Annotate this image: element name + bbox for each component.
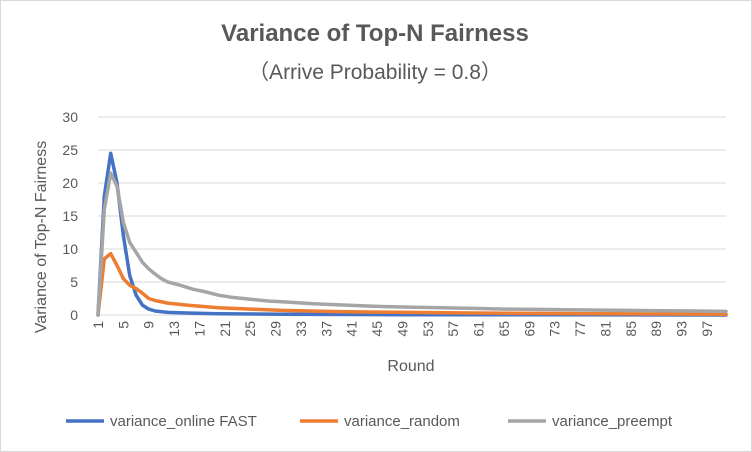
x-tick-label: 21 — [217, 321, 233, 337]
legend: variance_online FAST variance_random varia… — [66, 413, 673, 430]
series-line-1 — [96, 251, 728, 317]
y-tick-label: 5 — [70, 274, 78, 290]
x-tick-label: 25 — [242, 321, 258, 337]
y-axis-title: Variance of Top-N Fairness — [33, 141, 50, 333]
x-tick-label: 77 — [572, 321, 588, 337]
x-tick-label: 13 — [166, 321, 182, 337]
x-tick-label: 1 — [90, 321, 106, 329]
x-tick-label: 37 — [318, 321, 334, 337]
x-tick-label: 97 — [699, 321, 715, 337]
legend-label: variance_online FAST — [110, 413, 257, 430]
y-tick-label: 30 — [62, 109, 78, 125]
y-tick-labels: 0 5 10 15 20 25 30 — [62, 109, 78, 323]
legend-label: variance_random — [344, 413, 460, 430]
x-tick-label: 85 — [623, 321, 639, 337]
x-tick-label: 65 — [496, 321, 512, 337]
series-lines — [96, 151, 728, 317]
y-tick-label: 15 — [62, 208, 78, 224]
x-tick-label: 73 — [547, 321, 563, 337]
legend-label: variance_preempt — [552, 413, 673, 430]
x-tick-label: 33 — [293, 321, 309, 337]
gridlines — [98, 116, 726, 316]
chart-title: Variance of Top-N Fairness — [221, 20, 529, 47]
x-tick-labels: 1 5 9 13 17 21 25 29 33 37 41 45 49 53 57 61 65 69 73 77 81 8… — [90, 321, 715, 337]
y-tick-label: 10 — [62, 241, 78, 257]
x-axis-title: Round — [387, 358, 434, 375]
x-tick-label: 9 — [141, 321, 157, 329]
x-tick-label: 49 — [394, 321, 410, 337]
x-tick-label: 17 — [191, 321, 207, 337]
x-tick-label: 53 — [420, 321, 436, 337]
y-tick-label: 25 — [62, 142, 78, 158]
y-tick-label: 0 — [70, 307, 78, 323]
series-line-0 — [96, 151, 728, 317]
x-tick-label: 41 — [344, 321, 360, 337]
x-tick-label: 5 — [115, 321, 131, 329]
y-tick-label: 20 — [62, 175, 78, 191]
x-tick-label: 45 — [369, 321, 385, 337]
x-tick-label: 57 — [445, 321, 461, 337]
x-tick-label: 81 — [597, 321, 613, 337]
chart-subtitle: （Arrive Probability = 0.8） — [248, 61, 502, 84]
x-tick-label: 93 — [674, 321, 690, 337]
x-tick-label: 89 — [648, 321, 664, 337]
series-line-2 — [96, 171, 728, 317]
x-tick-label: 61 — [471, 321, 487, 337]
x-tick-label: 69 — [521, 321, 537, 337]
x-tick-label: 29 — [268, 321, 284, 337]
